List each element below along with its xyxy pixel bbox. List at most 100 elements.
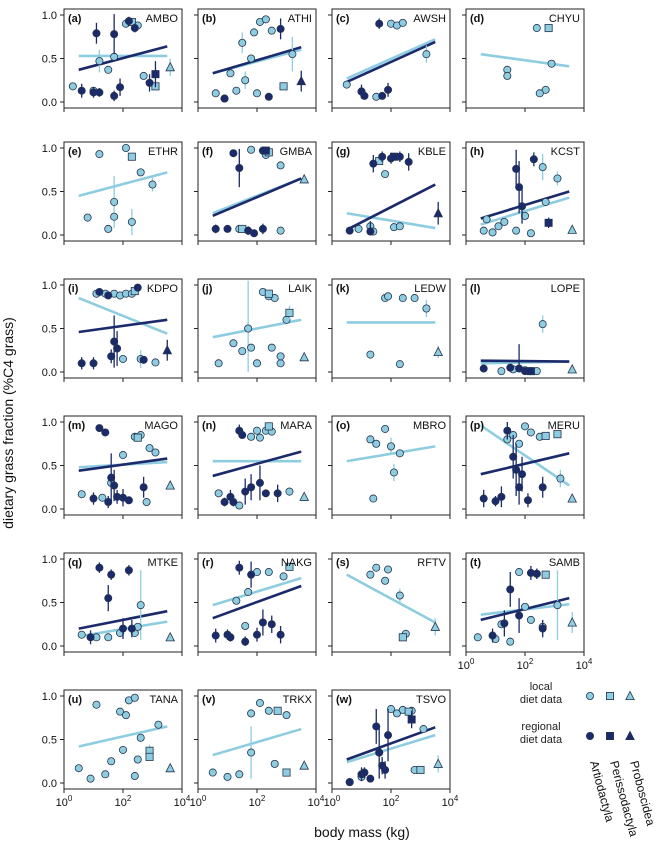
point-regional [345, 226, 354, 235]
legend-local-label-1: local [530, 681, 553, 693]
point-regional [113, 344, 122, 353]
point-local [538, 163, 547, 172]
legend-regional-label-1: regional [521, 721, 560, 733]
point-regional [378, 91, 387, 100]
point-local [104, 633, 113, 642]
point-local [366, 435, 375, 444]
point-local [165, 762, 176, 773]
point-regional [258, 618, 267, 627]
point-local [151, 358, 160, 367]
point-regional [433, 207, 444, 218]
panel-site-meru: MERU [548, 420, 580, 432]
point-local [276, 226, 285, 235]
point-local [479, 226, 488, 235]
panel-kble: (g) KBLE [328, 141, 451, 245]
point-local [285, 487, 294, 496]
fit-line-regional [346, 183, 436, 231]
point-regional [515, 483, 524, 492]
panel-site-mago: MAGO [144, 420, 178, 432]
point-local [389, 468, 398, 477]
y-tick-label: 0.5 [42, 598, 57, 610]
point-local [95, 57, 104, 66]
point-local [395, 449, 404, 458]
point-regional [512, 164, 521, 173]
point-regional [515, 183, 524, 192]
y-tick-label: 0.5 [42, 54, 57, 66]
point-regional [529, 155, 538, 164]
point-local [165, 480, 176, 490]
point-local [372, 563, 381, 572]
panel-site-laik: LAIK [288, 283, 313, 295]
point-regional [130, 24, 139, 33]
panel-site-tsvo: TSVO [416, 694, 446, 706]
panel-site-ambo: AMBO [146, 13, 179, 25]
legend-local-marker [606, 691, 615, 700]
point-regional [89, 359, 98, 368]
point-regional [479, 494, 488, 503]
y-tick-label: 0.0 [42, 641, 57, 653]
point-regional [124, 496, 133, 505]
point-regional [95, 563, 104, 572]
point-local [130, 772, 139, 781]
point-local [121, 143, 130, 152]
point-local [241, 76, 250, 85]
legend-regional-marker [586, 732, 595, 741]
panel-tana: 0.0 0.5 1.0 100 102 104 (u) TANA [42, 689, 191, 809]
point-local [247, 432, 256, 441]
point-local [553, 601, 562, 610]
panel-letter-kble: (g) [336, 146, 350, 158]
point-regional [384, 85, 393, 94]
point-local [247, 709, 256, 718]
point-local [148, 180, 157, 189]
panel-letter-ledw: (k) [336, 283, 350, 295]
point-local [68, 82, 77, 91]
point-local [211, 89, 220, 98]
point-local [98, 493, 107, 502]
point-local [264, 706, 273, 715]
point-local [133, 755, 142, 764]
point-regional [95, 88, 104, 97]
panel-rftv: (s) RFTV [328, 552, 451, 656]
fit-line-regional [480, 359, 570, 363]
y-tick-label: 1.0 [42, 417, 57, 429]
point-regional [211, 224, 220, 233]
point-regional [107, 570, 116, 579]
point-local [521, 422, 530, 431]
point-local [127, 152, 136, 161]
point-local [282, 768, 291, 777]
point-local [282, 711, 291, 720]
point-regional [381, 765, 390, 774]
point-regional [488, 631, 497, 640]
point-regional [264, 92, 273, 101]
fit-line-local [480, 424, 570, 487]
point-local [133, 433, 142, 442]
panel-site-tana: TANA [149, 694, 178, 706]
point-local [273, 706, 282, 715]
x-tick-exponent: 2 [395, 794, 400, 803]
panel-athi: (b) ATHI [194, 8, 317, 112]
point-local [299, 760, 310, 770]
fit-line-local [346, 733, 436, 764]
point-local [276, 359, 285, 368]
point-regional [538, 624, 547, 633]
point-regional [104, 291, 113, 300]
fit-line-local [78, 171, 168, 198]
point-regional [95, 424, 104, 433]
legend-regional-marker [625, 730, 635, 740]
panel-site-awsh: AWSH [413, 13, 446, 25]
x-tick-exponent: 0 [202, 794, 207, 803]
point-regional [375, 748, 384, 757]
panel-mbro: (o) MBRO [328, 415, 451, 519]
point-regional [544, 218, 553, 227]
point-local [395, 591, 404, 600]
point-regional [162, 344, 173, 355]
point-local [136, 733, 145, 742]
point-regional [366, 227, 375, 236]
x-tick-label: 100 [56, 794, 73, 809]
point-regional [247, 483, 256, 492]
y-tick-label: 1.0 [42, 280, 57, 292]
fit-line-regional [480, 452, 570, 476]
x-tick-exponent: 2 [261, 794, 266, 803]
point-local [77, 490, 86, 499]
